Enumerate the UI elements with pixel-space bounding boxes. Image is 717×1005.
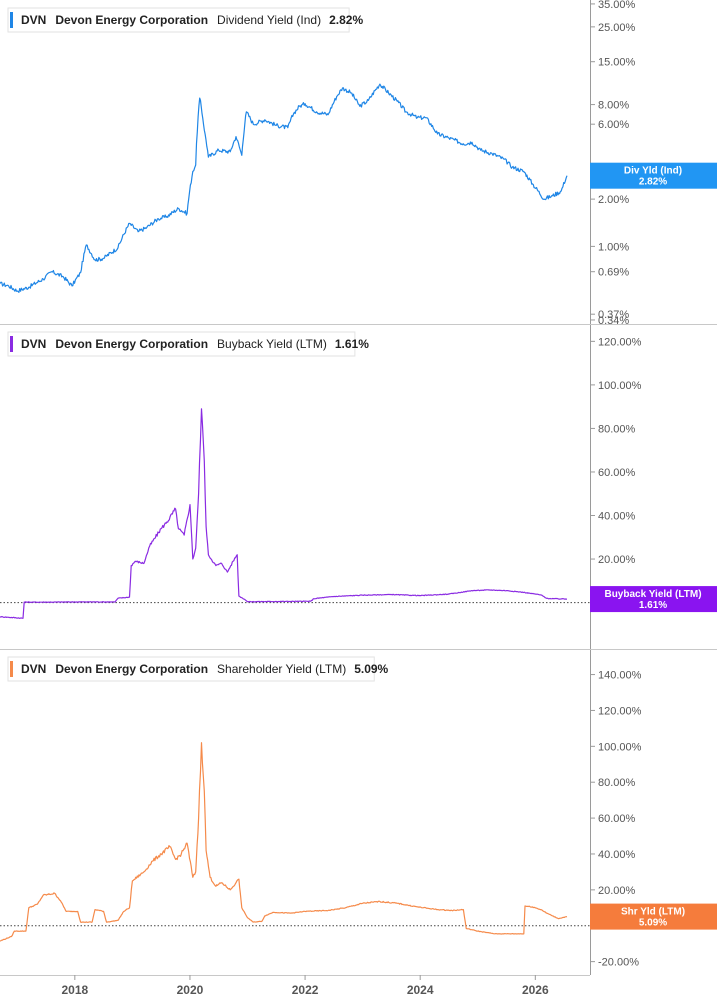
y-tick-label: 120.00%	[598, 336, 642, 348]
x-tick-label: 2022	[292, 983, 319, 997]
y-tick-label: 80.00%	[598, 777, 636, 789]
tag-value: 5.09%	[639, 918, 667, 929]
tag-label: Shr Yld (LTM)	[621, 907, 685, 918]
tag-value: 2.82%	[639, 177, 667, 188]
series-line	[0, 408, 567, 619]
tag-background	[590, 903, 717, 930]
legend-box	[7, 331, 356, 357]
legend: DVN Devon Energy Corporation Dividend Yiel…	[7, 7, 363, 33]
y-tick-label: 25.00%	[598, 22, 636, 34]
y-tick-label: 2.00%	[598, 194, 629, 206]
y-tick-label: 0.37%	[598, 309, 629, 321]
y-tick-label: 60.00%	[598, 813, 636, 825]
legend-ticker: DVN	[21, 662, 46, 676]
last-value-tag: Div Yld (Ind)2.82%	[590, 162, 717, 189]
series-line	[0, 742, 568, 942]
y-tick-label: 80.00%	[598, 423, 636, 435]
x-tick-label: 2026	[522, 983, 549, 997]
y-tick-label: 20.00%	[598, 885, 636, 897]
legend-company: Devon Energy Corporation	[55, 337, 208, 351]
chart-panel-1: 35.00% 25.00% 15.00% 8.00% 6.00% 2.00% 1.00% 0.…	[0, 0, 717, 327]
chart-panel-3: 140.00% 120.00% 100.00% 80.00% 60.00% 40.00% 2…	[0, 656, 717, 969]
y-tick-label: 40.00%	[598, 849, 636, 861]
legend-metric: Shareholder Yield (LTM)	[217, 662, 346, 676]
series-line	[0, 83, 568, 293]
tag-background	[590, 586, 717, 613]
tag-label: Div Yld (Ind)	[624, 166, 682, 177]
x-tick-label: 2024	[407, 983, 434, 997]
x-axis: 2018 2020 2022 2024 2026	[61, 975, 549, 997]
y-tick-label: 35.00%	[598, 0, 636, 11]
x-tick-label: 2020	[177, 983, 204, 997]
legend-text: DVN Devon Energy Corporation Buyback Yield…	[21, 337, 369, 351]
legend: DVN Devon Energy Corporation Buyback Yield…	[7, 331, 369, 357]
y-tick-label: 8.00%	[598, 100, 629, 112]
y-tick-label: 40.00%	[598, 511, 636, 523]
y-tick-label: 20.00%	[598, 554, 636, 566]
legend-swatch	[10, 661, 13, 677]
legend-ticker: DVN	[21, 13, 46, 27]
tag-background	[590, 162, 717, 189]
y-tick-label: 1.00%	[598, 241, 629, 253]
x-tick-label: 2018	[61, 983, 88, 997]
legend-box	[7, 7, 350, 33]
y-tick-label: 100.00%	[598, 741, 642, 753]
legend-metric: Dividend Yield (Ind)	[217, 13, 321, 27]
y-tick-label: 15.00%	[598, 57, 636, 69]
legend-ticker: DVN	[21, 337, 46, 351]
y-tick-label: 120.00%	[598, 705, 642, 717]
chart-panel-2: 120.00% 100.00% 80.00% 60.00% 40.00% 20.00% DV…	[0, 331, 717, 619]
legend: DVN Devon Energy Corporation Shareholder Y…	[7, 656, 389, 682]
last-value-tag: Shr Yld (LTM)5.09%	[590, 903, 717, 930]
y-tick-label: 140.00%	[598, 670, 642, 682]
legend-company: Devon Energy Corporation	[55, 13, 208, 27]
y-tick-label: 0.34%	[598, 315, 629, 327]
tag-label: Buyback Yield (LTM)	[604, 589, 701, 600]
legend-box	[7, 656, 375, 682]
legend-text: DVN Devon Energy Corporation Shareholder Y…	[21, 662, 389, 676]
y-tick-label: 0.69%	[598, 267, 629, 279]
legend-company: Devon Energy Corporation	[55, 662, 208, 676]
y-tick-label: 100.00%	[598, 380, 642, 392]
legend-metric: Buyback Yield (LTM)	[217, 337, 327, 351]
y-tick-label: 60.00%	[598, 467, 636, 479]
legend-value: 2.82%	[329, 13, 363, 27]
legend-swatch	[10, 12, 13, 28]
last-value-tag: Buyback Yield (LTM)1.61%	[590, 586, 717, 613]
legend-value: 1.61%	[335, 337, 369, 351]
legend-swatch	[10, 336, 13, 352]
y-tick-label: -20.00%	[598, 957, 639, 969]
legend-value: 5.09%	[354, 662, 388, 676]
tag-value: 1.61%	[639, 600, 667, 611]
legend-text: DVN Devon Energy Corporation Dividend Yiel…	[21, 13, 363, 27]
y-tick-label: 6.00%	[598, 119, 629, 131]
